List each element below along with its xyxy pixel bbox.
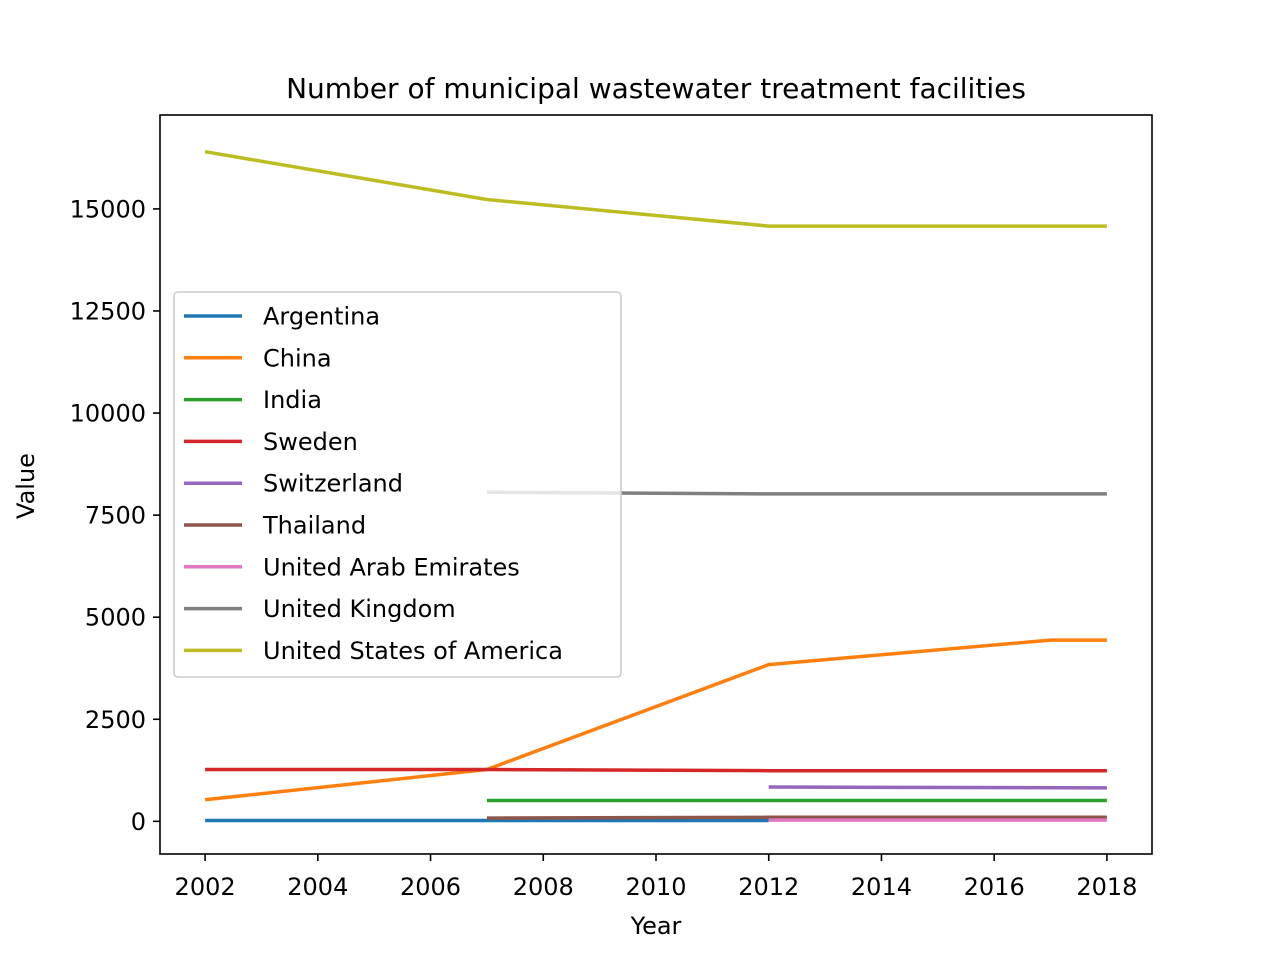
- x-tick-label: 2004: [287, 873, 348, 901]
- series-line-5: [486, 815, 1107, 820]
- legend-label-8: United States of America: [263, 637, 563, 665]
- x-tick-label: 2010: [625, 873, 686, 901]
- x-axis: 2002 2004 2006 2008 2010 2012 2014 2016 2018: [175, 854, 1137, 901]
- x-tick-label: 2012: [738, 873, 799, 901]
- legend-label-5: Thailand: [262, 512, 366, 540]
- chart-title: Number of municipal wastewater treatment…: [286, 72, 1026, 105]
- series-line-1: [204, 638, 1107, 802]
- x-tick-label: 2014: [851, 873, 912, 901]
- y-axis: 0 2500 5000 7500 10000 12500 15000: [70, 195, 160, 836]
- y-tick-label: 2500: [85, 706, 146, 734]
- legend-label-2: India: [263, 386, 322, 414]
- legend-box: [173, 291, 622, 678]
- x-axis-label: Year: [630, 912, 682, 940]
- legend-label-3: Sweden: [263, 428, 358, 456]
- series-layer: [204, 149, 1107, 823]
- x-tick-label: 2006: [400, 873, 461, 901]
- x-tick-label: 2002: [175, 873, 236, 901]
- x-tick-label: 2018: [1076, 873, 1137, 901]
- x-tick-label: 2016: [964, 873, 1025, 901]
- y-tick-label: 5000: [85, 604, 146, 632]
- y-tick-label: 12500: [70, 297, 146, 325]
- y-axis-label: Value: [12, 453, 40, 519]
- series-line-8: [204, 149, 1107, 228]
- legend-label-7: United Kingdom: [263, 595, 456, 623]
- series-line-4: [768, 785, 1107, 790]
- series-line-3: [205, 767, 1107, 773]
- legend-label-4: Switzerland: [263, 470, 403, 498]
- legend-label-6: United Arab Emirates: [263, 553, 520, 581]
- legend: Argentina China India Sweden Switzerland Thai…: [173, 291, 622, 678]
- y-tick-label: 15000: [70, 195, 146, 223]
- legend-label-0: Argentina: [263, 303, 380, 331]
- x-tick-label: 2008: [513, 873, 574, 901]
- y-tick-label: 10000: [70, 400, 146, 428]
- y-tick-label: 7500: [85, 502, 146, 530]
- y-tick-label: 0: [131, 808, 146, 836]
- legend-label-1: China: [263, 344, 332, 372]
